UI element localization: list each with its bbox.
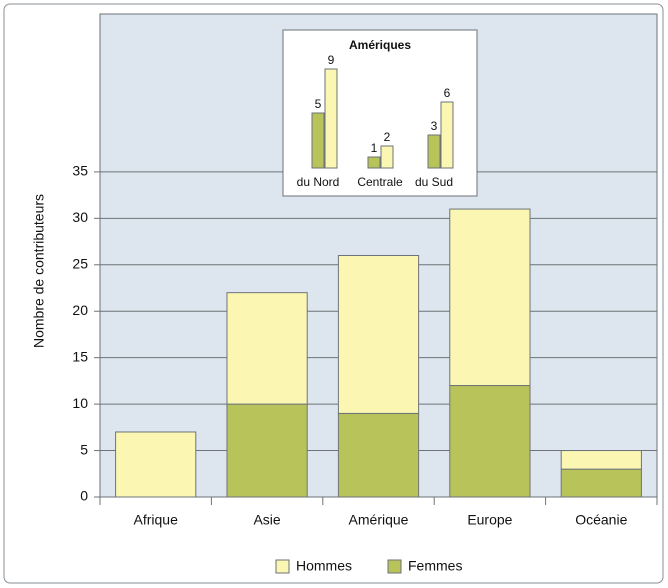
y-axis-label: Nombre de contributeurs (31, 194, 47, 348)
y-tick-label: 0 (80, 488, 88, 504)
y-tick-label: 15 (72, 348, 88, 364)
legend-label: Hommes (296, 558, 352, 574)
bar-segment (449, 208, 531, 387)
inset-bar (324, 68, 338, 169)
inset-value-label: 3 (431, 119, 438, 133)
bar-segment (449, 385, 531, 498)
y-tick-label: 30 (72, 209, 88, 225)
bar-segment (115, 431, 197, 498)
inset-value-label: 5 (315, 97, 322, 111)
inset-value-label: 1 (371, 141, 378, 155)
y-tick-label: 25 (72, 255, 88, 271)
y-tick-label: 20 (72, 302, 88, 318)
inset-value-label: 2 (384, 130, 391, 144)
y-tick-label: 5 (80, 441, 88, 457)
inset-bar (427, 134, 441, 169)
legend-swatch (387, 559, 402, 574)
inset-bar (380, 145, 394, 169)
inset-value-label: 9 (328, 53, 335, 67)
inset-bar (367, 156, 381, 169)
inset-bar (440, 101, 454, 169)
bar-segment (226, 403, 308, 498)
x-tick-label: Océanie (575, 512, 627, 528)
x-tick-label: Asie (253, 512, 280, 528)
y-tick-label: 10 (72, 395, 88, 411)
legend-swatch (275, 559, 290, 574)
bar-segment (560, 450, 642, 470)
x-tick-label: Amérique (349, 512, 409, 528)
bar-segment (226, 292, 308, 405)
inset-category-label: du Sud (415, 175, 453, 189)
inset-bar (311, 112, 325, 169)
inset-category-label: du Nord (297, 175, 340, 189)
x-tick-label: Afrique (134, 512, 179, 528)
inset-value-label: 6 (444, 86, 451, 100)
inset-title: Amériques (349, 38, 411, 52)
y-tick-label: 35 (72, 163, 88, 179)
x-tick-label: Europe (467, 512, 512, 528)
bar-segment (337, 412, 420, 498)
inset-category-label: Centrale (357, 175, 403, 189)
legend-label: Femmes (408, 558, 462, 574)
bar-segment (560, 468, 642, 498)
bar-segment (337, 255, 420, 414)
